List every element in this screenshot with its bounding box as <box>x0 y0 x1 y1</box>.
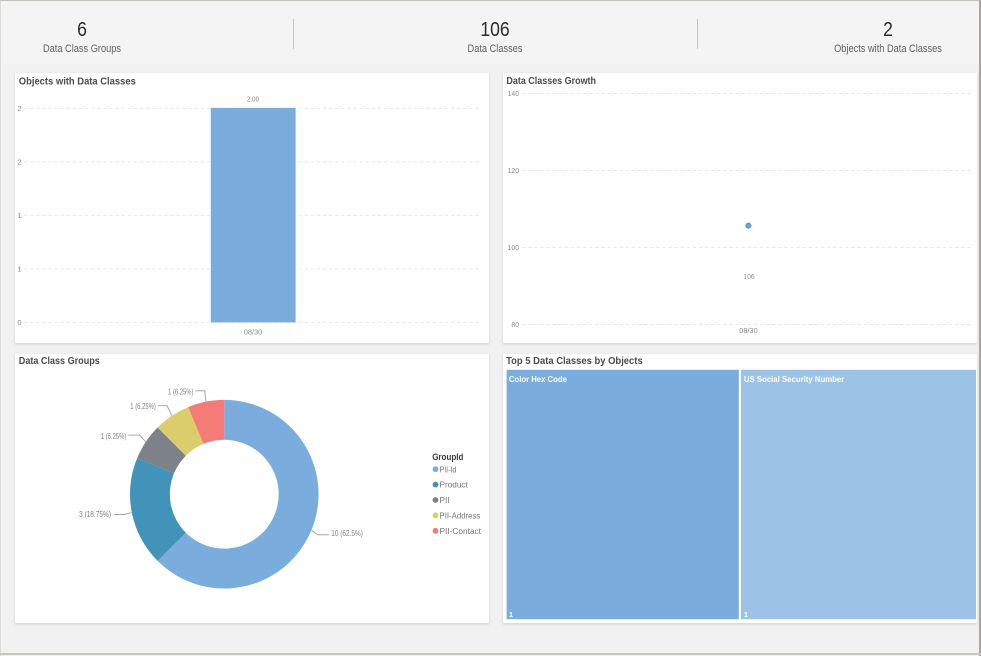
svg-text:0: 0 <box>17 318 21 327</box>
svg-text:PII: PII <box>440 495 450 505</box>
svg-text:10 (62.5%): 10 (62.5%) <box>331 529 363 538</box>
svg-text:3 (18.75%): 3 (18.75%) <box>79 510 111 519</box>
svg-text:Data Class Groups: Data Class Groups <box>19 355 100 367</box>
svg-text:1: 1 <box>744 610 748 619</box>
svg-text:08/30: 08/30 <box>244 328 263 337</box>
svg-text:Color Hex Code: Color Hex Code <box>509 374 567 384</box>
svg-text:1 (6.25%): 1 (6.25%) <box>101 432 127 441</box>
svg-text:140: 140 <box>508 89 519 98</box>
svg-text:120: 120 <box>508 166 519 175</box>
svg-text:106: 106 <box>743 272 755 281</box>
svg-text:Top 5 Data Classes by Objects: Top 5 Data Classes by Objects <box>506 355 643 367</box>
svg-text:2.00: 2.00 <box>247 95 259 104</box>
svg-text:GroupId: GroupId <box>432 452 463 462</box>
svg-text:PII-Contact: PII-Contact <box>440 526 482 536</box>
svg-text:100: 100 <box>508 243 519 252</box>
svg-text:Objects with Data Classes: Objects with Data Classes <box>19 75 136 87</box>
svg-text:1: 1 <box>17 211 21 220</box>
svg-text:1: 1 <box>509 610 513 619</box>
svg-text:PII-Id: PII-Id <box>440 464 457 474</box>
svg-text:PII-Address: PII-Address <box>440 511 481 521</box>
svg-text:2: 2 <box>17 158 21 167</box>
svg-text:1: 1 <box>17 265 21 274</box>
svg-text:Data Classes Growth: Data Classes Growth <box>506 75 596 87</box>
svg-text:80: 80 <box>511 320 519 329</box>
svg-text:2: 2 <box>17 104 21 113</box>
svg-text:1 (6.25%): 1 (6.25%) <box>168 387 194 396</box>
svg-text:US Social Security Number: US Social Security Number <box>744 374 845 384</box>
svg-text:Product: Product <box>440 480 469 490</box>
svg-text:08/30: 08/30 <box>739 326 758 335</box>
svg-text:1 (6.25%): 1 (6.25%) <box>130 402 156 411</box>
